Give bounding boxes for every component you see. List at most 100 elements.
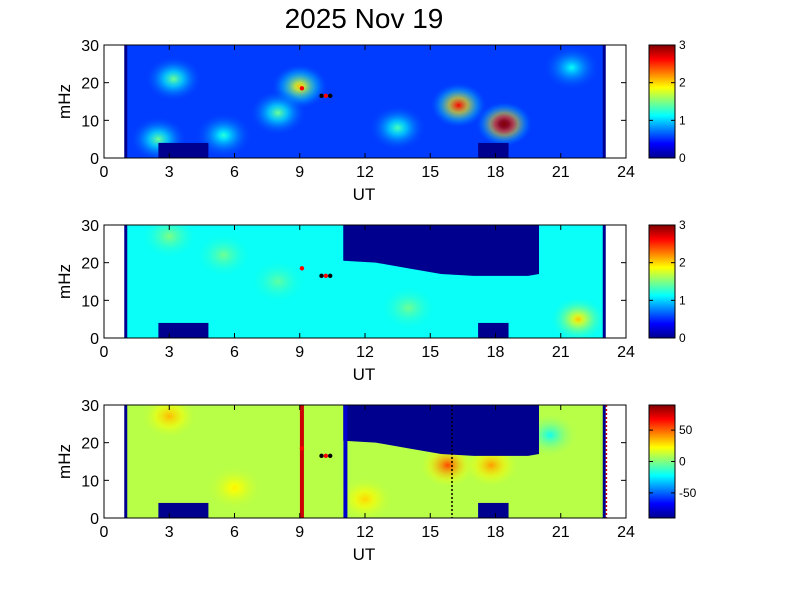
heatmap-blob	[145, 56, 202, 102]
event-marker	[328, 273, 333, 279]
x-tick-label: 24	[617, 164, 635, 181]
x-tick-label: 21	[552, 524, 570, 541]
heatmap-blob	[195, 112, 252, 158]
x-tick-label: 0	[100, 164, 109, 181]
x-tick-label: 6	[230, 344, 239, 361]
heatmap-blob	[249, 90, 307, 136]
data-gap	[158, 322, 209, 338]
event-marker	[299, 266, 305, 271]
x-tick-label: 15	[421, 344, 439, 361]
x-tick-label: 6	[230, 164, 239, 181]
colorbar: 50 0 -50	[648, 404, 697, 519]
colorbar-tick-label: 1	[679, 113, 686, 127]
colorbar-tick-label: -50	[679, 486, 697, 500]
event-marker	[328, 93, 333, 99]
blank-region	[343, 405, 539, 456]
blank-region	[343, 225, 539, 276]
colorbar-tick-label: 1	[679, 293, 686, 307]
heatmap-blob	[543, 45, 600, 91]
colorbar-scale	[648, 44, 676, 159]
x-tick-label: 6	[230, 524, 239, 541]
x-tick-label: 12	[356, 344, 374, 361]
x-tick-label: 18	[487, 344, 505, 361]
y-tick-label: 20	[81, 76, 99, 93]
colorbar: 0 1 2 3	[648, 218, 686, 345]
colorbar-scale	[648, 224, 676, 339]
x-tick-label: 9	[295, 524, 304, 541]
data-edge	[602, 45, 606, 158]
event-marker	[323, 453, 329, 459]
heatmap-blob	[430, 82, 487, 128]
x-tick-label: 15	[421, 524, 439, 541]
x-tick-label: 24	[617, 344, 635, 361]
y-tick-label: 0	[90, 511, 99, 528]
x-axis-label: UT	[353, 365, 376, 384]
data-edge	[124, 225, 128, 338]
data-edge	[602, 405, 606, 518]
heatmap-blob	[549, 296, 607, 338]
colorbar-tick-label: 2	[679, 256, 686, 270]
colorbar-tick-label: 2	[679, 76, 686, 90]
event-marker	[328, 453, 333, 459]
data-gap	[158, 142, 209, 158]
heatmap-blob	[249, 258, 307, 305]
x-tick-label: 0	[100, 344, 109, 361]
x-axis-label: UT	[353, 185, 376, 204]
colorbar-tick-label: 50	[679, 423, 693, 437]
y-tick-label: 10	[81, 113, 99, 130]
data-gap	[478, 142, 509, 158]
colorbar-tick-label: 3	[679, 38, 686, 52]
y-axis-label: mHz	[55, 444, 74, 479]
y-tick-label: 10	[81, 293, 99, 310]
heatmap-blob	[195, 232, 252, 278]
colorbar: 0 1 2 3	[648, 38, 686, 165]
panel-3: 0 3 6 9 12 15 18 21 24 0 10 20 30 UT mHz 50 0 -50	[55, 398, 697, 564]
heatmap-blob	[475, 101, 533, 147]
colorbar-tick-label: 0	[679, 331, 686, 345]
y-tick-label: 30	[81, 38, 99, 55]
data-gap	[478, 322, 509, 338]
heatmap-blob	[140, 405, 198, 439]
event-marker	[323, 93, 329, 99]
heatmap-blob	[140, 225, 198, 259]
colorbar-tick-label: 3	[679, 218, 686, 232]
y-tick-label: 0	[90, 151, 99, 168]
x-tick-label: 9	[295, 164, 304, 181]
heatmap-blob	[206, 465, 263, 511]
y-tick-label: 0	[90, 331, 99, 348]
event-marker	[319, 93, 324, 99]
x-tick-label: 3	[165, 344, 174, 361]
y-tick-label: 30	[81, 218, 99, 235]
colorbar-tick-label: 0	[679, 455, 686, 469]
data-edge	[124, 45, 128, 158]
x-axis-label: UT	[353, 545, 376, 564]
heatmap-blob	[369, 105, 426, 151]
event-marker	[323, 273, 329, 279]
x-tick-label: 3	[165, 524, 174, 541]
event-marker	[299, 86, 305, 91]
data-edge	[602, 225, 606, 338]
x-tick-label: 21	[552, 164, 570, 181]
x-tick-label: 21	[552, 344, 570, 361]
event-marker	[299, 446, 305, 451]
x-tick-label: 0	[100, 524, 109, 541]
heatmap-blob	[380, 285, 437, 331]
data-gap	[478, 502, 509, 518]
x-tick-label: 12	[356, 164, 374, 181]
data-gap	[158, 502, 209, 518]
x-tick-label: 9	[295, 344, 304, 361]
y-tick-label: 10	[81, 473, 99, 490]
x-tick-label: 3	[165, 164, 174, 181]
event-marker	[319, 273, 324, 279]
figure-title: 2025 Nov 19	[285, 3, 444, 34]
x-tick-label: 24	[617, 524, 635, 541]
y-axis-label: mHz	[55, 84, 74, 119]
x-tick-label: 15	[421, 164, 439, 181]
x-tick-label: 18	[487, 524, 505, 541]
heatmap-area	[104, 405, 626, 518]
colorbar-tick-label: 0	[679, 151, 686, 165]
heatmap-area	[104, 45, 626, 158]
